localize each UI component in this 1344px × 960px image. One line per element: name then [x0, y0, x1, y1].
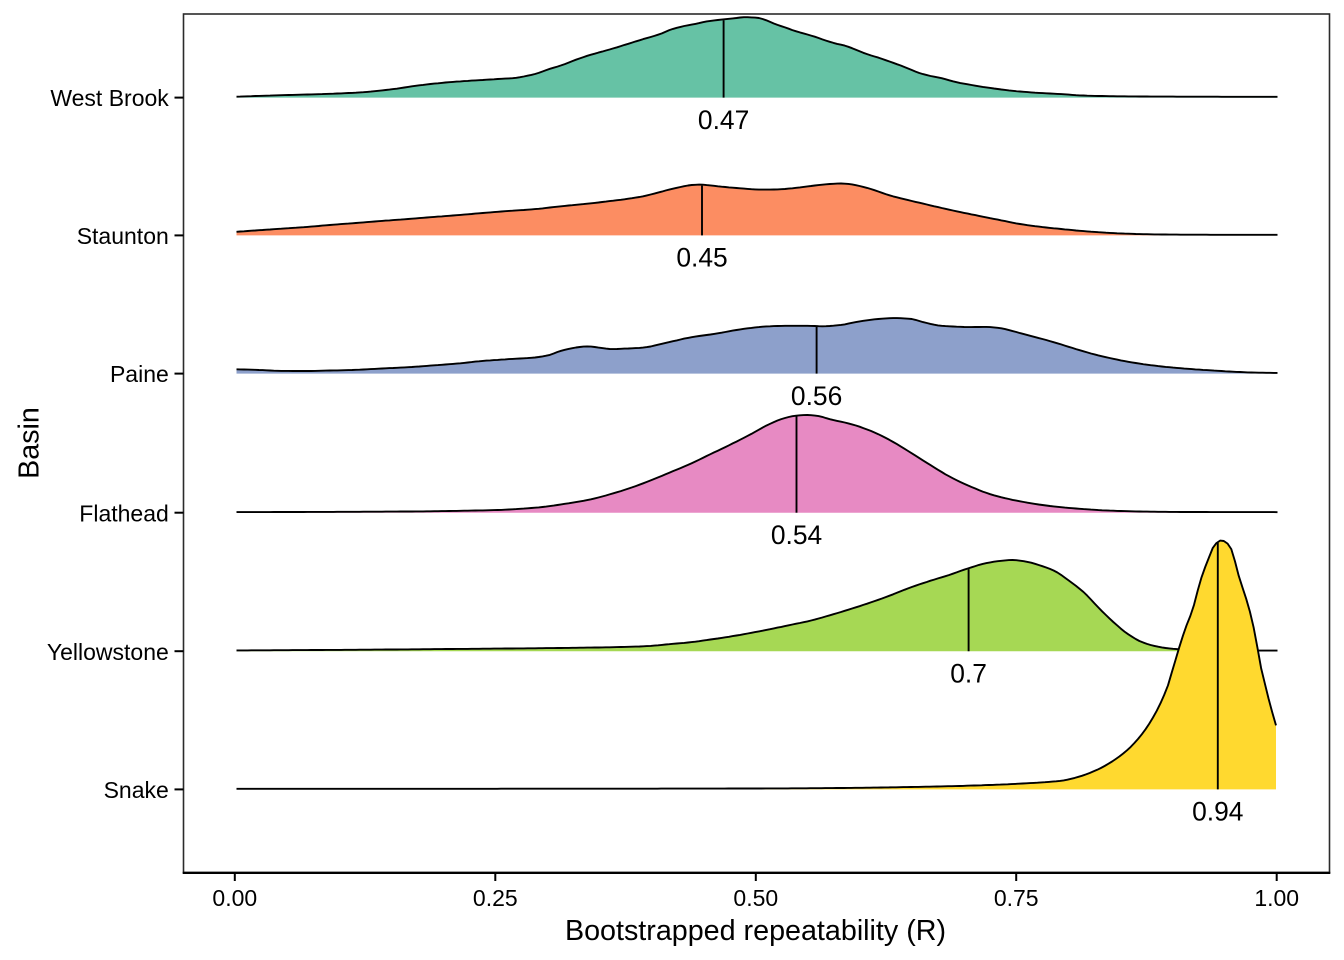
svg-text:Bootstrapped repeatability (R): Bootstrapped repeatability (R): [565, 915, 946, 947]
svg-text:West Brook: West Brook: [50, 85, 169, 111]
svg-text:0.94: 0.94: [1192, 797, 1243, 827]
svg-text:0.00: 0.00: [212, 885, 257, 911]
svg-text:0.25: 0.25: [473, 885, 518, 911]
svg-text:0.54: 0.54: [771, 520, 822, 550]
svg-text:Paine: Paine: [110, 361, 169, 387]
svg-text:0.75: 0.75: [994, 885, 1039, 911]
svg-text:0.50: 0.50: [733, 885, 778, 911]
svg-text:0.7: 0.7: [950, 659, 987, 689]
svg-text:Basin: Basin: [13, 407, 45, 479]
svg-text:Yellowstone: Yellowstone: [47, 639, 169, 665]
svg-text:0.47: 0.47: [698, 105, 749, 135]
svg-text:1.00: 1.00: [1254, 885, 1299, 911]
svg-text:0.56: 0.56: [791, 381, 842, 411]
svg-text:0.45: 0.45: [676, 243, 727, 273]
svg-text:Flathead: Flathead: [79, 500, 169, 526]
svg-text:Snake: Snake: [104, 777, 169, 803]
svg-text:Staunton: Staunton: [77, 223, 169, 249]
